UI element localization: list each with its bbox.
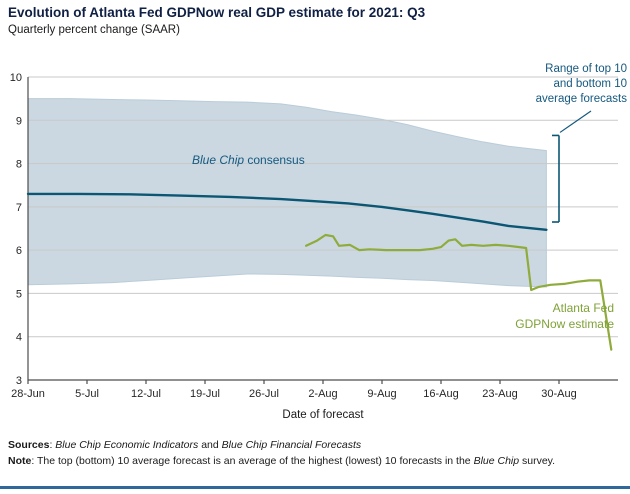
x-tick-label: 30-Aug <box>541 388 576 400</box>
y-tick-label: 9 <box>16 115 22 127</box>
x-tick-label: 16-Aug <box>423 388 458 400</box>
x-tick-label: 12-Jul <box>131 388 161 400</box>
footnotes: Sources: Blue Chip Economic Indicators a… <box>8 437 618 470</box>
gdpnow-estimate-label: Atlanta Fed GDPNow estimate <box>515 301 614 331</box>
x-tick-label: 28-Jun <box>11 388 45 400</box>
blue-chip-consensus-label: Blue Chip consensus <box>192 153 305 169</box>
x-axis-title: Date of forecast <box>282 409 364 421</box>
bottom-accent-bar <box>0 486 630 489</box>
range-annotation-label: Range of top 10 and bottom 10 average fo… <box>535 63 627 106</box>
x-tick-label: 23-Aug <box>482 388 517 400</box>
forecast-range-band <box>27 98 547 288</box>
y-tick-label: 6 <box>16 245 22 257</box>
chart-title: Evolution of Atlanta Fed GDPNow real GDP… <box>8 5 426 20</box>
x-tick-label: 26-Jul <box>249 388 279 400</box>
note-text-1: : The top (bottom) 10 average forecast i… <box>31 455 474 468</box>
y-tick-label: 4 <box>16 332 22 344</box>
sources-and: and <box>198 439 222 451</box>
x-tick-label: 19-Jul <box>190 388 220 400</box>
blue-chip-consensus-label-rest: consensus <box>244 153 305 167</box>
chart-subtitle: Quarterly percent change (SAAR) <box>8 24 180 36</box>
y-tick-label: 8 <box>16 159 22 171</box>
note-italic: Blue Chip <box>473 455 520 468</box>
y-tick-label: 5 <box>16 288 22 300</box>
sources-line: Sources: Blue Chip Economic Indicators a… <box>8 437 618 453</box>
note-line: Note: The top (bottom) 10 average foreca… <box>8 453 618 469</box>
sources-separator: : <box>49 439 56 451</box>
note-text-2: survey. <box>519 455 556 468</box>
source-2: Blue Chip Financial Forecasts <box>221 439 362 451</box>
x-tick-label: 5-Jul <box>75 388 99 400</box>
sources-label: Sources <box>8 439 50 451</box>
y-tick-label: 7 <box>16 202 22 214</box>
y-tick-label: 3 <box>16 375 22 387</box>
chart-plot-area: 3 4 5 6 7 8 9 10 28-Jun 5-Jul 12-Jul 19-Jul 26-Jul 2-… <box>10 72 618 421</box>
blue-chip-consensus-line <box>26 192 548 231</box>
range-annotation-pointer <box>559 110 592 133</box>
y-tick-label: 10 <box>10 72 22 84</box>
source-1: Blue Chip Economic Indicators <box>55 439 199 451</box>
blue-chip-consensus-label-italic: Blue Chip <box>192 153 245 167</box>
gdpnow-estimate-line <box>305 233 613 351</box>
x-tick-label: 2-Aug <box>308 388 337 400</box>
x-tick-label: 9-Aug <box>367 388 396 400</box>
note-label: Note <box>8 455 32 468</box>
